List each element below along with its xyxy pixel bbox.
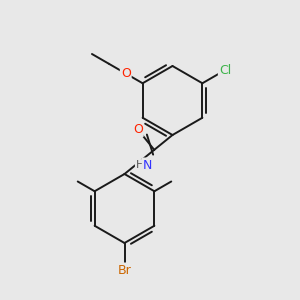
Text: H: H xyxy=(136,160,144,170)
Text: O: O xyxy=(121,67,131,80)
Text: Cl: Cl xyxy=(219,64,231,77)
Text: N: N xyxy=(143,158,152,172)
Text: Br: Br xyxy=(118,263,131,277)
Text: O: O xyxy=(133,123,143,136)
